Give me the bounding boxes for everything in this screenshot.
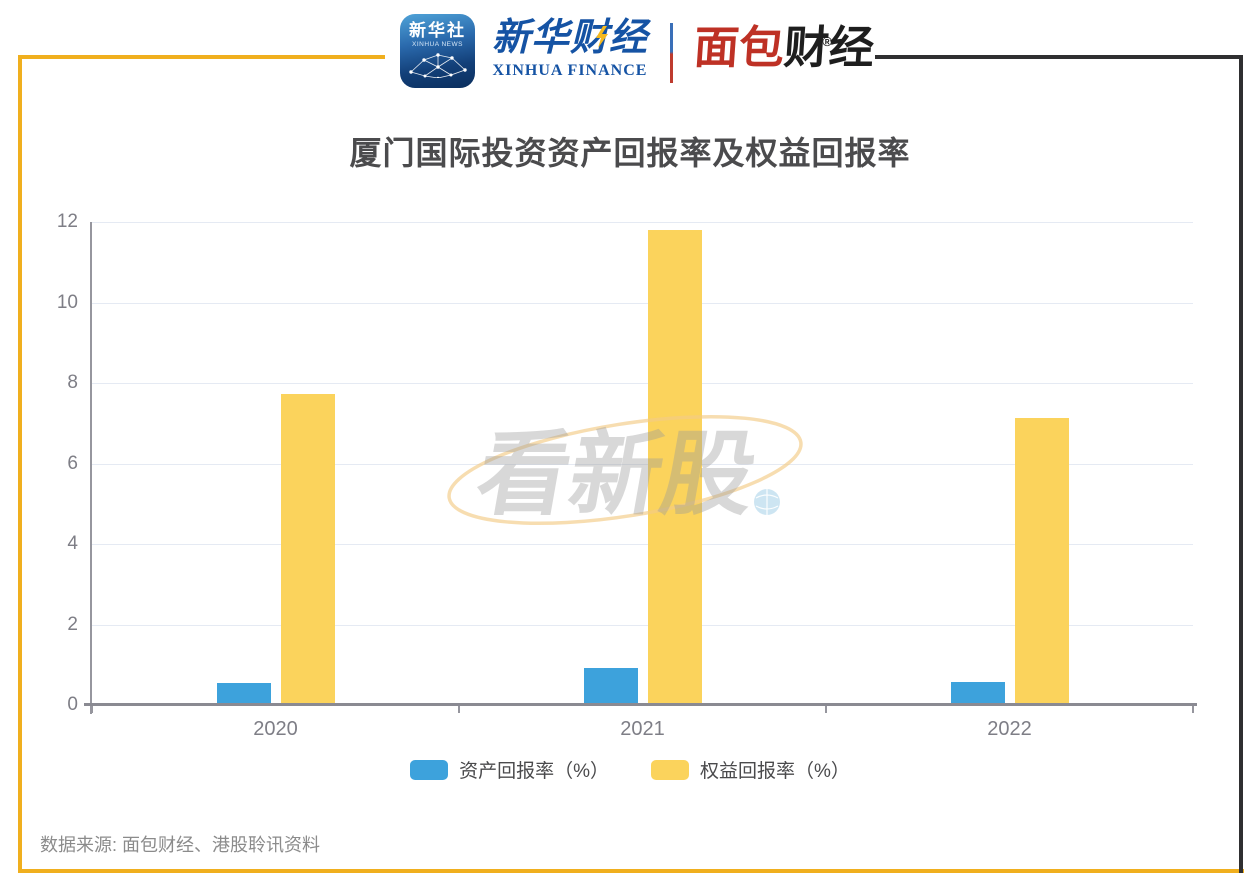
- y-tick-label-4: 4: [67, 533, 78, 554]
- frame-right-segment: [1239, 55, 1243, 873]
- frame-top-right-segment: [875, 55, 1243, 59]
- y-axis-line: [90, 222, 92, 714]
- xinhua-news-app-subtitle: XINHUA NEWS: [411, 41, 463, 48]
- bar-2022-series1: [1014, 418, 1069, 705]
- bar-2020-series1: [280, 393, 335, 705]
- xinhua-news-app-title: 新华社: [409, 21, 466, 40]
- page-title: 厦门国际投资资产回报率及权益回报率: [349, 135, 911, 171]
- gridline-8: [92, 383, 1193, 384]
- registered-trademark-icon: ®: [822, 34, 833, 49]
- frame-top-left-segment: [18, 55, 385, 59]
- x-tick-label-2020: 2020: [253, 718, 298, 740]
- bread-finance-logo: 面包财经®: [692, 22, 885, 74]
- y-tick-label-8: 8: [67, 372, 78, 393]
- y-axis-labels: 0 2 4 6 8 10 12: [30, 211, 78, 715]
- x-axis-tick-2: [824, 706, 827, 713]
- data-source-note: 数据来源: 面包财经、港股聆讯资料: [40, 835, 321, 855]
- logo-divider: [670, 23, 673, 83]
- xinhua-finance-cn: 新华财经: [491, 17, 648, 59]
- gridline-2: [92, 624, 1193, 626]
- y-tick-label-2: 2: [67, 613, 78, 635]
- x-axis-labels: 2020 2021 2022: [92, 712, 1193, 746]
- legend-item-roa: 资产回报率（%）: [410, 756, 609, 783]
- legend: 资产回报率（%） 权益回报率（%）: [0, 756, 1260, 783]
- y-tick-label-10: 10: [56, 291, 78, 313]
- bar-2020-series0: [216, 682, 271, 705]
- frame-bottom-segment: [18, 869, 1244, 873]
- x-tick-label-2021: 2021: [620, 718, 665, 740]
- x-axis-tick-3: [1192, 706, 1194, 713]
- y-tick-label-0: 0: [67, 694, 78, 715]
- bar-2021-series1: [647, 230, 702, 705]
- gridline-10: [92, 302, 1193, 304]
- bread-finance-cn-red: 面包: [692, 22, 786, 73]
- x-axis-line: [84, 703, 1197, 706]
- x-axis-ticks: [91, 706, 1194, 714]
- x-tick-label-2022: 2022: [987, 718, 1032, 740]
- xinhua-news-app-icon: 新华社 XINHUA NEWS: [400, 14, 475, 88]
- lightning-icon: [596, 26, 608, 48]
- y-tick-label-12: 12: [56, 211, 78, 232]
- legend-label-roe: 权益回报率（%）: [700, 761, 850, 782]
- gridline-12: [92, 222, 1193, 223]
- frame-left-segment: [18, 55, 22, 873]
- y-tick-label-6: 6: [67, 452, 78, 474]
- legend-label-roa: 资产回报率（%）: [459, 761, 609, 782]
- legend-swatch-roe: [651, 759, 689, 780]
- xinhua-finance-logo: 新华财经 XINHUA FINANCE: [490, 16, 650, 80]
- x-axis-tick-1: [457, 706, 460, 713]
- network-globe-icon: [408, 53, 467, 78]
- bar-2022-series0: [950, 682, 1005, 705]
- legend-swatch-roa: [410, 759, 449, 780]
- x-axis-tick-0: [91, 706, 93, 713]
- gridline-4: [92, 544, 1193, 545]
- xinhua-finance-en: XINHUA FINANCE: [492, 62, 648, 79]
- bar-2021-series0: [583, 667, 638, 705]
- legend-item-roe: 权益回报率（%）: [651, 756, 850, 783]
- plot-area: [92, 222, 1193, 705]
